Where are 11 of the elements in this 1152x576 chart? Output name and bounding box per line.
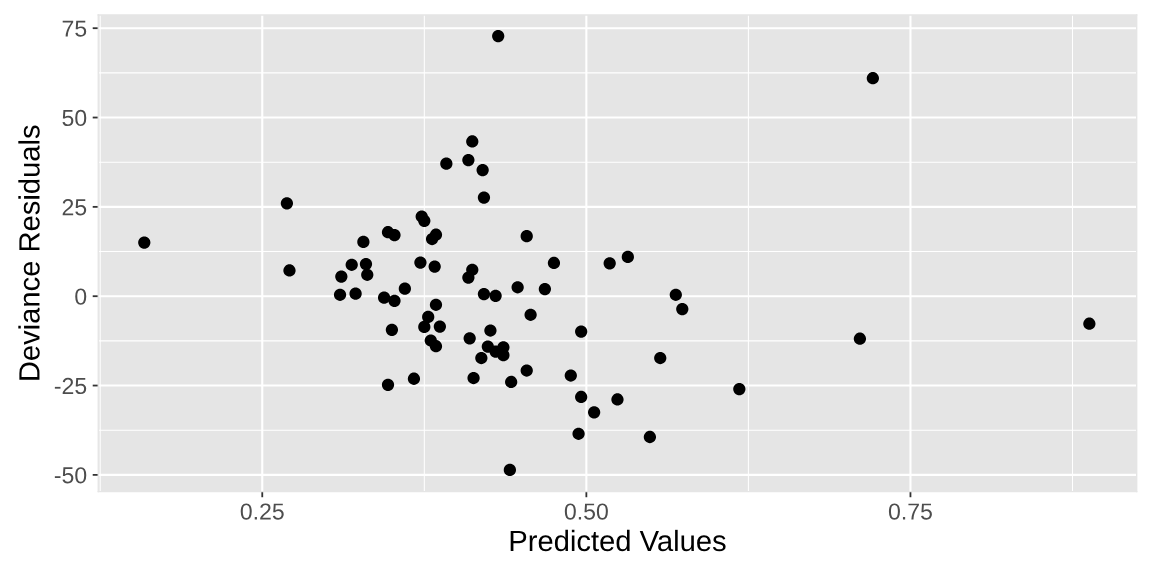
x-axis-title: Predicted Values — [510, 529, 726, 552]
y-tick-label: 50 — [62, 109, 87, 127]
y-axis-title: Deviance Residuals — [18, 125, 40, 380]
y-tick-label: -25 — [54, 377, 87, 395]
x-tick-label: 0.25 — [240, 503, 284, 520]
y-tick-label: 0 — [75, 288, 87, 305]
y-tick-label: 75 — [62, 20, 87, 37]
x-tick-label: 0.50 — [564, 503, 608, 520]
y-tick-label: -50 — [54, 467, 87, 484]
y-tick-label: 25 — [62, 199, 87, 216]
x-tick-label: 0.75 — [888, 503, 932, 520]
